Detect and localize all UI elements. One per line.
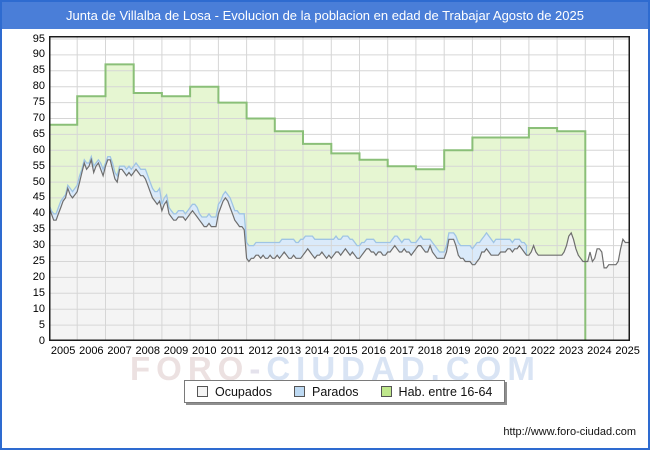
y-tick-label: 80 <box>32 80 45 93</box>
y-tick-label: 30 <box>32 239 45 252</box>
y-tick-label: 55 <box>32 159 45 172</box>
x-tick-label: 2019 <box>446 345 471 357</box>
y-tick-label: 50 <box>32 175 45 188</box>
y-tick-label: 70 <box>32 111 45 124</box>
legend-item-ocupados: Ocupados <box>197 385 272 399</box>
y-tick-label: 85 <box>32 64 45 77</box>
x-tick-label: 2014 <box>304 345 330 357</box>
y-tick-label: 95 <box>32 32 45 45</box>
x-tick-label: 2024 <box>587 345 612 357</box>
y-tick-label: 35 <box>32 223 45 236</box>
x-tick-label: 2016 <box>361 345 386 357</box>
legend-swatch-ocupados-icon <box>197 386 208 397</box>
x-tick-label: 2025 <box>615 345 640 357</box>
legend-swatch-hab-icon <box>380 386 392 397</box>
x-tick-label: 2022 <box>530 345 556 357</box>
x-tick-label: 2010 <box>191 345 217 357</box>
footer-url: http://www.foro-ciudad.com <box>503 426 636 438</box>
y-tick-label: 90 <box>32 48 45 61</box>
x-tick-label: 2021 <box>502 345 527 357</box>
y-tick-label: 15 <box>32 286 45 299</box>
x-tick-label: 2015 <box>333 345 358 357</box>
x-tick-label: 2008 <box>135 345 161 357</box>
legend-item-hab: Hab. entre 16-64 <box>380 384 493 399</box>
legend-label-hab: Hab. entre 16-64 <box>398 384 493 399</box>
legend-label-parados: Parados <box>311 384 359 399</box>
y-tick-label: 45 <box>32 191 45 204</box>
x-tick-label: 2013 <box>276 345 302 357</box>
legend: Ocupados Parados Hab. entre 16-64 <box>184 380 506 403</box>
legend-item-parados: Parados <box>293 384 359 399</box>
x-tick-label: 2007 <box>107 345 132 357</box>
y-tick-label: 5 <box>38 318 45 331</box>
legend-swatch-parados-icon <box>293 386 305 397</box>
chart-title: Junta de Villalba de Losa - Evolucion de… <box>2 2 648 29</box>
y-tick-label: 40 <box>32 207 45 220</box>
x-tick-label: 2012 <box>248 345 273 357</box>
watermark-separator: - <box>249 350 267 387</box>
y-tick-label: 75 <box>32 96 45 109</box>
x-tick-label: 2017 <box>389 345 415 357</box>
y-tick-label: 20 <box>32 270 45 283</box>
y-tick-label: 60 <box>32 143 45 156</box>
plot-area <box>49 36 630 341</box>
x-tick-label: 2005 <box>50 345 76 357</box>
x-tick-label: 2023 <box>558 345 584 357</box>
x-tick-label: 2020 <box>474 345 499 357</box>
x-tick-label: 2006 <box>79 345 104 357</box>
legend-label-ocupados: Ocupados <box>215 384 272 399</box>
x-tick-label: 2009 <box>163 345 189 357</box>
x-tick-label: 2011 <box>220 345 245 357</box>
y-tick-label: 65 <box>32 127 45 140</box>
y-tick-label: 10 <box>32 302 45 315</box>
y-tick-label: 0 <box>38 334 45 347</box>
y-tick-label: 25 <box>32 255 45 268</box>
x-tick-label: 2018 <box>417 345 443 357</box>
